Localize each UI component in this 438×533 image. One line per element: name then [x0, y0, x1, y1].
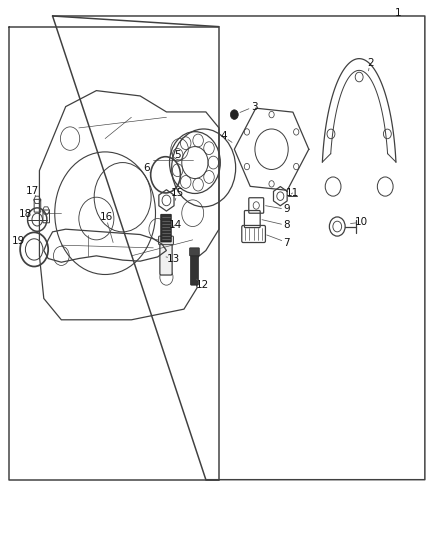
FancyBboxPatch shape: [191, 252, 198, 285]
Text: 13: 13: [166, 254, 180, 263]
Text: 11: 11: [286, 188, 299, 198]
Text: 14: 14: [169, 220, 182, 230]
Text: 2: 2: [367, 58, 374, 68]
FancyBboxPatch shape: [160, 239, 172, 275]
Text: 10: 10: [355, 217, 368, 227]
Text: 7: 7: [283, 238, 290, 247]
Text: 5: 5: [174, 150, 181, 159]
Text: 19: 19: [12, 236, 25, 246]
Text: 12: 12: [196, 280, 209, 290]
Text: 17: 17: [25, 186, 39, 196]
Text: 6: 6: [143, 163, 150, 173]
Text: 3: 3: [251, 102, 258, 111]
Text: 1: 1: [395, 9, 402, 18]
Text: 8: 8: [283, 221, 290, 230]
Text: 16: 16: [99, 213, 113, 222]
Circle shape: [230, 110, 238, 119]
FancyBboxPatch shape: [161, 214, 171, 242]
FancyBboxPatch shape: [159, 236, 173, 245]
Text: 18: 18: [19, 209, 32, 219]
FancyBboxPatch shape: [190, 248, 199, 256]
Text: 4: 4: [220, 132, 227, 141]
Text: 15: 15: [171, 188, 184, 198]
Text: 9: 9: [283, 205, 290, 214]
